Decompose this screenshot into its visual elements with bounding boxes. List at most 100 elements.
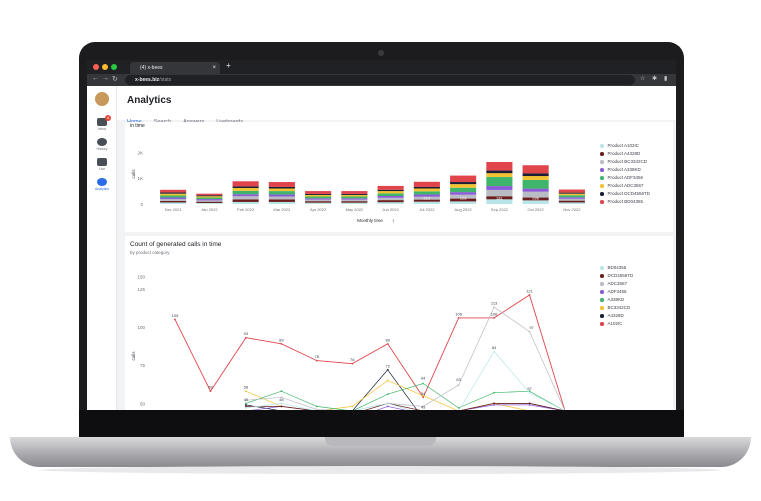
legend-item[interactable]: Product DCD4556TD [600, 190, 650, 198]
legend-item[interactable]: A338KD [600, 296, 633, 304]
bar-segment [413, 201, 440, 204]
legend-label: Product BC3342CD [607, 159, 648, 164]
sidebar-item-analytics[interactable]: Analytics [87, 178, 117, 191]
data-point [245, 390, 247, 393]
new-tab-button[interactable]: + [226, 61, 231, 70]
camera-icon [378, 50, 384, 56]
data-point [351, 362, 354, 365]
bar-segment [377, 185, 404, 190]
bar-segment [558, 189, 585, 193]
data-point [457, 407, 460, 409]
reload-button[interactable]: ↻ [112, 76, 118, 83]
laptop-shadow [40, 466, 721, 474]
bar-segment [341, 196, 368, 199]
legend-item[interactable]: BD04355 [600, 264, 633, 272]
bar-segment [341, 198, 368, 200]
legend-label: A338KD [607, 297, 625, 302]
sidebar-item-label: Analytics [94, 187, 109, 191]
x-tick-label: Sep 2022 [491, 207, 509, 212]
sidebar-item-label: History [96, 147, 108, 151]
forward-button[interactable]: → [102, 75, 109, 82]
x-tick-label: Jul 2022 [419, 207, 435, 212]
legend-swatch [600, 192, 604, 196]
bar-segment [305, 193, 332, 195]
bar-segment [268, 196, 295, 200]
data-point [245, 407, 247, 409]
legend-item[interactable]: ADF3456 [600, 288, 633, 296]
data-label: 97 [529, 325, 534, 330]
data-label: 286 [532, 195, 539, 200]
minimize-window-icon[interactable] [102, 64, 108, 70]
data-point [386, 402, 389, 405]
page-title: Analytics [127, 95, 172, 106]
legend-item[interactable]: BC3342CD [600, 304, 633, 312]
bar-segment [486, 196, 513, 200]
history-icon [97, 138, 107, 146]
bar-segment [450, 187, 477, 193]
series-line [245, 383, 566, 411]
data-label: 89 [386, 337, 391, 342]
data-point [528, 391, 531, 394]
data-point [493, 350, 495, 353]
bar-segment [341, 191, 368, 194]
bar-chart-legend: Product A102IC Product A4328D Product BC33… [600, 142, 650, 206]
data-label: 84 [492, 345, 497, 350]
legend-item[interactable]: Product A102IC [600, 142, 650, 150]
bar-segment [558, 193, 585, 196]
bar-segment [305, 191, 332, 194]
bar-segment [558, 195, 585, 198]
sidebar-item-live[interactable]: Live [87, 158, 117, 171]
bar-segment [486, 173, 513, 178]
data-label: 126 [460, 195, 467, 200]
line-chart-card: Count of generated calls in time by prod… [125, 236, 673, 411]
line-chart: 150 125 100 75 50 calls 105 58 93 89 78 76 89 54 106 10… [131, 275, 566, 411]
legend-swatch [600, 282, 604, 286]
data-point [280, 390, 283, 393]
back-button[interactable]: ← [92, 75, 99, 82]
legend-swatch [600, 152, 604, 156]
avatar[interactable] [95, 92, 109, 106]
bar-segment [522, 188, 549, 192]
legend-item[interactable]: Product BC3342CD [600, 158, 650, 166]
data-label: 78 [315, 354, 320, 359]
x-tick-label: Dec 2021 [165, 207, 183, 212]
url-field[interactable]: x-bees.biz/stats [125, 75, 635, 85]
legend-item[interactable]: A4328D [600, 312, 633, 320]
data-point [422, 382, 425, 385]
extensions-icon[interactable]: ✱ [652, 76, 658, 82]
browser-tab[interactable]: (4) x-bees × [130, 62, 220, 74]
bar-segment [268, 182, 295, 187]
legend-label: Product A102IC [607, 143, 640, 148]
bar-segment [558, 197, 585, 199]
laptop-lid: (4) x-bees × + ← → ↻ x-bees.biz/stats ☆ … [79, 42, 684, 440]
legend-item[interactable]: Product ADC3567 [600, 182, 650, 190]
bar-segment [232, 186, 259, 188]
browser-address-bar: ← → ↻ x-bees.biz/stats ☆ ✱ ▮ [87, 74, 676, 86]
legend-item[interactable]: ADC3567 [600, 280, 633, 288]
data-point [245, 402, 247, 405]
bar-segment [486, 177, 513, 187]
bar-segment [196, 195, 223, 197]
bar-segment [232, 199, 259, 202]
legend-item[interactable]: Product A338KD [600, 166, 650, 174]
legend-item[interactable]: Product BD04355 [600, 198, 650, 206]
data-point [457, 316, 460, 319]
maximize-window-icon[interactable] [111, 64, 117, 70]
close-window-icon[interactable] [93, 64, 99, 70]
side-panel-icon[interactable]: ▮ [664, 76, 668, 82]
legend-item[interactable]: DCD4556TD [600, 272, 633, 280]
close-tab-icon[interactable]: × [212, 65, 216, 71]
legend-item[interactable]: Product ADF3456 [600, 174, 650, 182]
legend-item[interactable]: Product A4328D [600, 150, 650, 158]
legend-item[interactable]: A102IC [600, 320, 633, 328]
sidebar-item-inbox[interactable]: 4 Inbox [87, 115, 117, 131]
sidebar-item-history[interactable]: History [87, 138, 117, 151]
bookmark-star-icon[interactable]: ☆ [640, 76, 646, 82]
bar-segment [413, 186, 440, 189]
data-point [528, 403, 531, 406]
bar-segment [196, 201, 223, 203]
data-label: 121 [526, 289, 533, 294]
legend-swatch [600, 290, 604, 294]
bar-segment [305, 199, 332, 202]
